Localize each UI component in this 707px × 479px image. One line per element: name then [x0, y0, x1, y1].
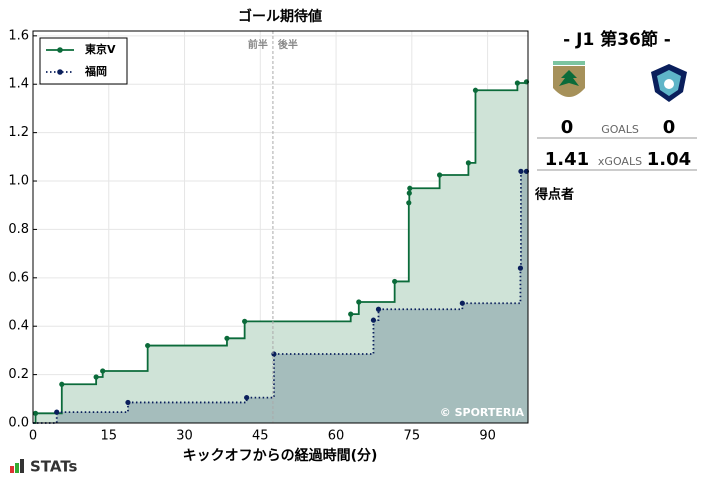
y-tick-label: 0.8: [8, 222, 29, 237]
point: [472, 87, 479, 93]
step-segment: [462, 268, 522, 305]
away-xg: 1.04: [647, 149, 691, 170]
y-tick-label: 0.0: [8, 416, 29, 431]
point: [271, 351, 277, 357]
x-tick-label: 0: [29, 429, 37, 444]
x-tick-label: 15: [100, 429, 117, 444]
y-tick-label: 1.4: [8, 77, 29, 92]
point: [465, 160, 471, 166]
point: [224, 335, 230, 341]
scorers-label: 得点者: [534, 187, 574, 203]
away-logo: [651, 64, 687, 102]
point: [407, 185, 413, 191]
point: [54, 409, 60, 415]
step-segment: [147, 338, 228, 347]
point: [244, 394, 250, 401]
point: [517, 265, 524, 271]
watermark: © SPORTERIA: [440, 406, 525, 419]
point: [514, 80, 520, 86]
y-tick-label: 1.2: [8, 125, 29, 140]
step-segment: [358, 281, 396, 303]
brand-logo: [10, 459, 24, 473]
plot-area: 0.0 0.2 0.4 0.6 0.8 1.0 1.2 1.4 1.6 0 15 30 45 60 75 90…: [8, 28, 530, 444]
point: [93, 374, 99, 380]
x-axis-label: キックオフからの経過時間(分): [183, 447, 378, 464]
legend-marker: [57, 47, 63, 53]
point: [406, 200, 412, 206]
point: [392, 278, 398, 285]
point: [356, 299, 362, 305]
legend-label: 東京V: [85, 42, 116, 56]
away-goals: 0: [663, 117, 676, 138]
x-tick-label: 75: [404, 429, 421, 444]
point: [406, 190, 412, 196]
step-segment: [439, 162, 470, 176]
point: [348, 311, 354, 317]
chart-title: ゴール期待値: [238, 8, 322, 25]
x-tick-label: 30: [176, 429, 193, 444]
plot-frame: [32, 30, 529, 424]
step-segment: [35, 384, 63, 415]
point: [370, 317, 377, 323]
x-tick-label: 45: [252, 429, 269, 444]
halftime-label: 後半: [278, 38, 298, 51]
legend-marker: [57, 69, 63, 75]
point: [100, 368, 106, 374]
legend-label: 福岡: [84, 64, 107, 78]
point: [59, 381, 65, 387]
y-tick-label: 1.0: [8, 174, 29, 189]
step-segment: [226, 321, 246, 340]
x-tick-label: 60: [328, 429, 345, 444]
point: [125, 399, 131, 406]
step-segment: [273, 320, 375, 355]
point: [518, 168, 524, 174]
point: [459, 300, 465, 306]
halftime-label: 前半: [248, 38, 268, 51]
point: [32, 410, 39, 416]
x-tick-label: 90: [479, 429, 496, 444]
legend-box: [39, 37, 128, 85]
point: [375, 306, 382, 312]
xg-label: xGOALS: [598, 155, 642, 168]
step-segment: [394, 202, 410, 283]
home-goals: 0: [561, 117, 574, 138]
step-segment: [468, 90, 477, 164]
goals-label: GOALS: [601, 123, 639, 136]
y-tick-label: 1.6: [8, 28, 29, 43]
step-segment: [61, 377, 98, 386]
point: [437, 172, 443, 178]
point: [145, 342, 151, 349]
y-tick-label: 0.4: [8, 319, 29, 334]
y-tick-label: 0.2: [8, 367, 29, 382]
step-segment: [409, 174, 441, 190]
y-tick-label: 0.6: [8, 270, 29, 285]
home-logo: [553, 61, 585, 97]
area-fill: [33, 171, 528, 423]
step-segment: [246, 354, 275, 399]
home-xg: 1.41: [545, 149, 589, 170]
point: [242, 318, 248, 324]
step-segment: [102, 345, 149, 372]
step-segment: [373, 309, 380, 322]
step-segment: [350, 302, 360, 316]
round-label: - J1 第36節 -: [563, 29, 671, 50]
brand: STATs: [30, 458, 78, 476]
